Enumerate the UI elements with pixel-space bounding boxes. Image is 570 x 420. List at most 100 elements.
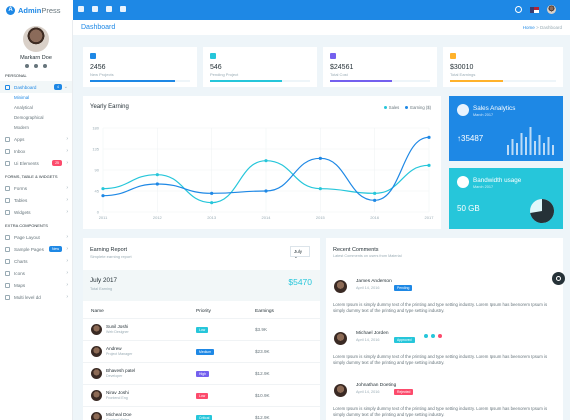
- mail-icon[interactable]: [34, 64, 38, 68]
- row-name: Nirav Joshi: [106, 390, 129, 395]
- report-subtitle: Simplete earning report: [90, 254, 132, 259]
- bandwidth-value: 50 GB: [457, 204, 480, 213]
- row-role: Project Manager: [106, 352, 133, 356]
- power-icon[interactable]: [43, 64, 47, 68]
- chevron-right-icon: ›: [66, 294, 68, 300]
- sidebar-subitem-demographical[interactable]: Demographical: [14, 115, 44, 120]
- sidebar-item-dashboard[interactable]: Dashboard 4 ⌄: [0, 81, 72, 93]
- yearly-earning-card: 0 45 90 135 180 2011 2012 2013 2014 2015 2016 2017 …: [83, 96, 441, 229]
- table-row[interactable]: Andrew Project Manager Medium $23.9K: [83, 340, 320, 362]
- stat-value: $30010: [450, 64, 474, 71]
- nav-section-extra: EXTRA COMPONENTS: [5, 223, 48, 228]
- sidebar-item-sample-pages[interactable]: Sample Pages New ›: [0, 243, 72, 255]
- layout-icon: [5, 234, 10, 240]
- sidebar-subitem-modern[interactable]: Modern: [14, 125, 29, 130]
- comment-author: Johnathan Doeting: [356, 383, 397, 388]
- y-tick-label: 0: [97, 210, 100, 215]
- stat-card-new-projects: 2456 New Projects: [83, 47, 197, 87]
- logo[interactable]: A AdminPress: [0, 0, 73, 20]
- breadcrumb-current: Dashboard: [539, 25, 562, 30]
- column-header-earnings[interactable]: Earnings: [255, 309, 274, 314]
- profile-avatar: [23, 26, 49, 52]
- stat-label: Total Earnings: [450, 72, 476, 77]
- comment-item: Johnathan Doeting April 14, 2016 Rejected L…: [326, 380, 563, 420]
- stat-progress: [90, 80, 190, 82]
- sidebar-subitem-minimal[interactable]: Minimal: [14, 95, 30, 100]
- table-row[interactable]: Nirav Joshi Frontend Eng Low $10.9K: [83, 384, 320, 406]
- check-icon[interactable]: [431, 334, 435, 338]
- heart-icon[interactable]: [438, 334, 442, 338]
- breadcrumb-home[interactable]: Home: [522, 25, 535, 30]
- data-point: [101, 194, 105, 198]
- comment-avatar: [334, 332, 347, 345]
- settings-fab[interactable]: [552, 272, 565, 285]
- chevron-right-icon: ›: [66, 148, 68, 154]
- sales-analytics-card: Sales Analytics March 2017 ↑35487: [449, 96, 563, 161]
- sidebar-item-charts[interactable]: Charts ›: [0, 255, 72, 267]
- mail-icon[interactable]: [92, 6, 98, 12]
- settings-icon[interactable]: [25, 64, 29, 68]
- cost-icon: [330, 53, 336, 59]
- chevron-right-icon: ›: [66, 270, 68, 276]
- bandwidth-title: Bandwidth usage: [473, 177, 522, 184]
- grid-icon[interactable]: [120, 6, 126, 12]
- recent-comments-card: Recent Comments Latest Comments on users…: [326, 238, 563, 420]
- chevron-down-icon: ⌄: [294, 254, 298, 259]
- legend-earning: Earning ($): [405, 105, 431, 110]
- spark-bar: [520, 133, 523, 155]
- chevron-right-icon: ›: [66, 246, 68, 252]
- comment-status-badge: Pending: [394, 285, 413, 291]
- sidebar-item-inbox[interactable]: Inbox ›: [0, 145, 72, 157]
- avatar: [91, 412, 102, 420]
- flag-icon[interactable]: [530, 6, 539, 13]
- sidebar-item-ui-elements[interactable]: Ui Elements 25 ›: [0, 157, 72, 169]
- sidebar-item-apps[interactable]: Apps ›: [0, 133, 72, 145]
- chevron-right-icon: ›: [66, 185, 68, 191]
- stat-card-total-earnings: $30010 Total Earnings: [443, 47, 563, 87]
- data-point: [101, 187, 105, 191]
- sidebar-item-page-layout[interactable]: Page Layout ›: [0, 231, 72, 243]
- search-icon[interactable]: [515, 6, 522, 13]
- chevron-down-icon: ⌄: [63, 84, 68, 90]
- comment-actions: [424, 334, 442, 338]
- data-point: [427, 135, 431, 139]
- sidebar-item-widgets[interactable]: Widgets ›: [0, 206, 72, 218]
- dashboard-icon: [5, 84, 10, 90]
- row-name: Bhavesh patel: [106, 368, 136, 373]
- profile-name[interactable]: Markarn Doe: [20, 55, 52, 61]
- data-point: [373, 198, 377, 202]
- apps-icon: [5, 136, 10, 142]
- row-role: Content Writer: [106, 418, 130, 420]
- table-row[interactable]: Micheal Doe Content Writer Critical $12.9K: [83, 406, 320, 420]
- sidebar-subitem-analytical[interactable]: Analytical: [14, 105, 33, 110]
- spark-bar: [511, 139, 514, 155]
- bandwidth-date: March 2017: [473, 185, 494, 189]
- spark-bar: [516, 143, 518, 155]
- sidebar-item-maps[interactable]: Maps ›: [0, 279, 72, 291]
- priority-badge: Low: [196, 327, 209, 333]
- row-role: Frontend Eng: [106, 396, 128, 400]
- row-earnings: $23.9K: [255, 349, 270, 354]
- table-row[interactable]: Sunil Joshi Web Designer Low $3.9K: [83, 318, 320, 340]
- sidebar-item-icons[interactable]: Icons ›: [0, 267, 72, 279]
- spark-bar: [547, 137, 550, 155]
- table-row[interactable]: Bhavesh patel Developer High $12.9K: [83, 362, 320, 384]
- comment-author: Michael Jorden: [356, 331, 389, 336]
- comment-date: April 14, 2016: [356, 338, 380, 342]
- sidebar-item-tables[interactable]: Tables ›: [0, 194, 72, 206]
- month-select[interactable]: July ⌄: [290, 246, 310, 259]
- edit-icon[interactable]: [424, 334, 428, 338]
- menu-toggle-icon[interactable]: [78, 6, 84, 12]
- page-header: Dashboard Home > Dashboard: [73, 20, 570, 35]
- forms-icon: [5, 185, 10, 191]
- user-avatar[interactable]: [547, 5, 556, 14]
- column-header-name[interactable]: Name: [91, 309, 104, 314]
- messages-icon[interactable]: [106, 6, 112, 12]
- comment-text: Lorem Ipsum is simply dummy text of the …: [333, 302, 548, 313]
- arrow-up-icon: ↑: [457, 134, 461, 143]
- comment-avatar: [334, 280, 347, 293]
- sidebar-item-forms[interactable]: Forms ›: [0, 182, 72, 194]
- icons-icon: [5, 270, 10, 276]
- sidebar-item-multi-level[interactable]: Multi level dd ›: [0, 291, 72, 303]
- column-header-priority[interactable]: Priority: [196, 309, 211, 314]
